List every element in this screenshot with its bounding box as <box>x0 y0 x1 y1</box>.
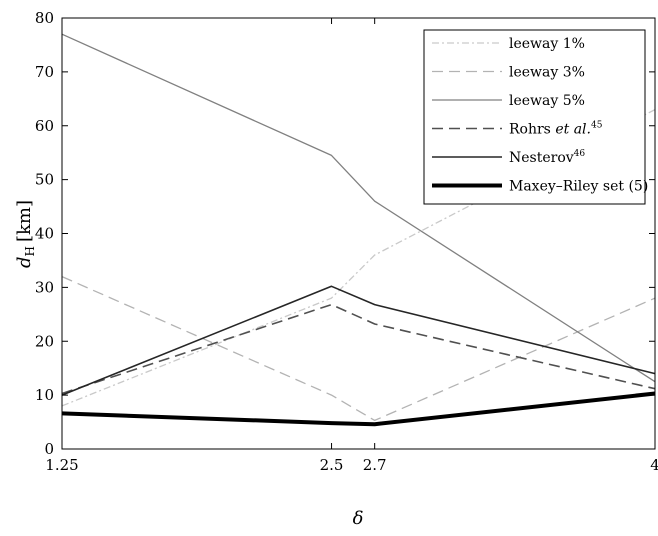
series-layer <box>61 33 656 427</box>
y-tick-label: 20 <box>35 332 54 350</box>
x-tick-label: 2.7 <box>363 456 387 474</box>
y-tick-label: 70 <box>35 63 54 81</box>
legend-box <box>423 29 646 205</box>
series-line-maxey <box>61 391 656 427</box>
y-tick-label: 10 <box>35 386 54 404</box>
legend-label-leeway1: leeway 1% <box>509 36 585 52</box>
series-line-leeway1 <box>61 109 656 407</box>
x-axis-label: δ <box>353 508 364 529</box>
legend-label-rohrs: Rohrs et al.45 <box>509 121 603 138</box>
legend-label-leeway3: leeway 3% <box>509 65 585 81</box>
series-line-leeway5 <box>61 33 656 383</box>
y-axis-label-unit: [km] <box>14 200 35 242</box>
legend-label-leeway5: leeway 5% <box>509 93 585 109</box>
y-tick-label: 30 <box>35 278 54 296</box>
legend-label-nesterov: Nesterov46 <box>509 149 585 166</box>
x-tick-label: 1.25 <box>45 456 78 474</box>
x-tick-label: 2.5 <box>320 456 344 474</box>
y-axis-label-sub: H <box>23 246 37 256</box>
y-tick-label: 80 <box>35 9 54 27</box>
y-tick-label: 60 <box>35 117 54 135</box>
series-line-nesterov <box>61 285 656 396</box>
y-tick-label: 0 <box>44 440 54 458</box>
legend: leeway 1% leeway 3% leeway 5% Rohrs et al.4… <box>423 29 648 205</box>
series-line-leeway3 <box>61 276 656 422</box>
legend-label-maxey: Maxey–Riley set (5) <box>509 179 648 195</box>
y-axis-label: dH [km] <box>14 200 37 268</box>
y-tick-label: 50 <box>35 171 54 189</box>
y-tick-label: 40 <box>35 225 54 243</box>
y-axis-label-main: d <box>14 256 35 268</box>
series-line-rohrs <box>61 303 656 395</box>
x-tick-label: 4 <box>650 456 658 474</box>
